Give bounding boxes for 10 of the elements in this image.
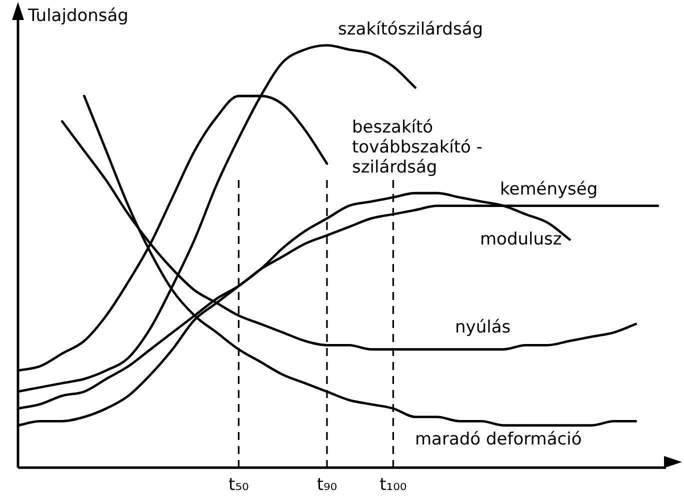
series-label: szakítószilárdság <box>338 19 484 40</box>
x-tick-label: t₉₀ <box>316 475 338 496</box>
series-label: maradó deformáció <box>415 429 582 450</box>
series-label: keménység <box>500 179 598 200</box>
series-label: beszakító továbbszakító - szilárdság <box>352 117 482 178</box>
x-tick-label: t₁₀₀ <box>380 475 407 496</box>
series-label: modulusz <box>480 229 562 250</box>
y-axis-title: Tulajdonság <box>27 6 128 26</box>
series-label: nyúlás <box>455 317 511 338</box>
x-tick-label: t₅₀ <box>228 475 250 496</box>
